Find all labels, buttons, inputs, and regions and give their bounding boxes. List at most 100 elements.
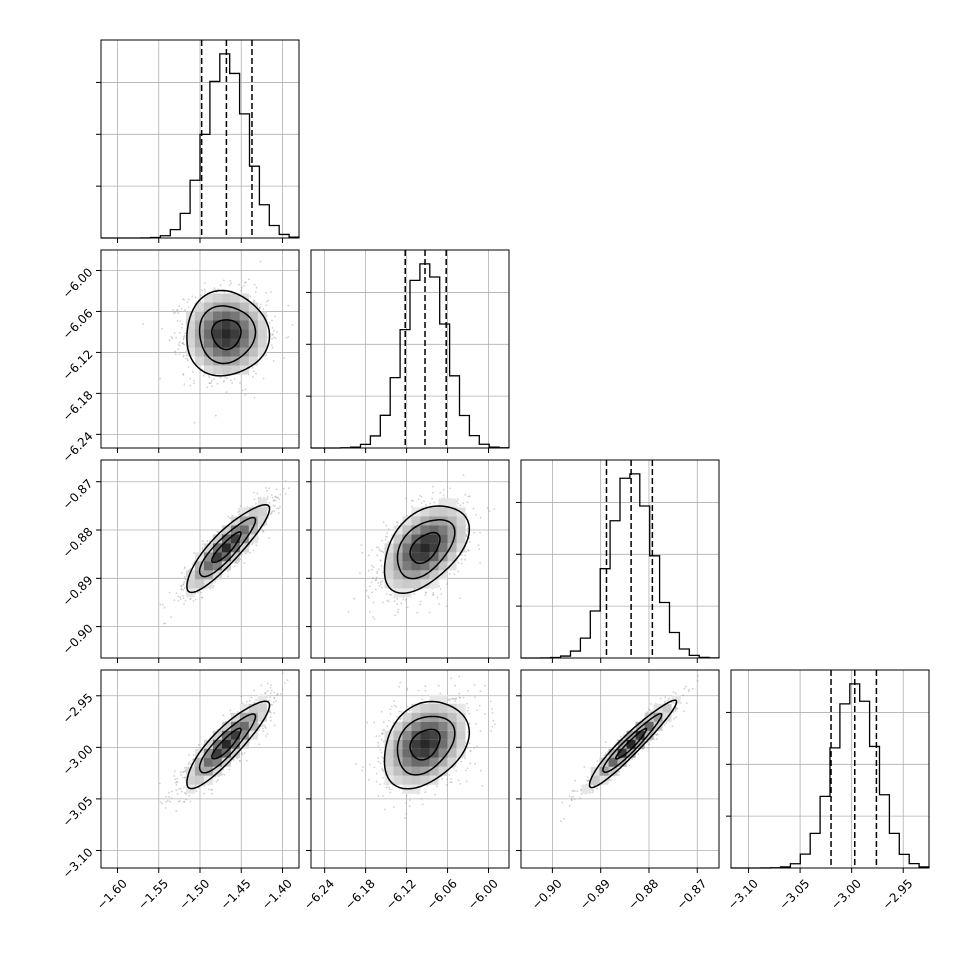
- sample-point: [216, 530, 219, 533]
- density-cell: [429, 507, 439, 517]
- sample-point: [425, 504, 427, 506]
- sample-point: [243, 562, 246, 565]
- sample-point: [193, 421, 196, 424]
- sample-point: [367, 569, 370, 572]
- sample-point: [406, 606, 409, 609]
- sample-point: [277, 512, 280, 514]
- sample-point: [360, 544, 363, 546]
- sample-point: [230, 282, 233, 284]
- panel-frame: [310, 249, 510, 449]
- sample-point: [227, 515, 230, 518]
- sample-point: [372, 566, 375, 568]
- sample-point: [402, 598, 405, 601]
- sample-point: [268, 501, 271, 504]
- sample-point: [486, 507, 489, 510]
- sample-point: [189, 377, 191, 380]
- sample-point: [268, 537, 271, 539]
- density-cell: [456, 516, 466, 526]
- sample-point: [457, 561, 460, 564]
- sample-point: [266, 733, 269, 736]
- sample-point: [234, 561, 237, 564]
- sample-point: [425, 591, 427, 594]
- sample-point: [227, 575, 230, 578]
- sample-point: [175, 336, 178, 339]
- sample-point: [159, 603, 162, 606]
- sample-point: [249, 551, 251, 554]
- sample-point: [192, 600, 195, 602]
- density-cell: [257, 320, 267, 330]
- density-cell: [212, 311, 222, 321]
- sample-point: [432, 491, 434, 494]
- sample-point: [253, 396, 256, 399]
- sample-point: [245, 700, 248, 703]
- sample-point: [370, 581, 373, 584]
- sample-point: [252, 370, 255, 373]
- sample-point: [168, 591, 171, 594]
- sample-point: [475, 513, 477, 516]
- sample-point: [376, 554, 379, 557]
- sample-point: [384, 538, 387, 541]
- density-cell: [203, 356, 213, 366]
- sample-point: [183, 786, 186, 788]
- sample-point: [223, 291, 226, 293]
- sample-point: [208, 382, 211, 385]
- sample-point: [371, 549, 373, 551]
- density-cell: [212, 347, 222, 357]
- sample-point: [236, 562, 239, 565]
- sample-point: [267, 299, 270, 302]
- sample-point: [208, 376, 211, 379]
- histogram-panel-p2: [516, 459, 720, 663]
- sample-point: [177, 343, 180, 345]
- sample-point: [202, 540, 204, 543]
- density-cell: [221, 329, 231, 339]
- sample-point: [173, 312, 175, 315]
- sample-point: [373, 618, 376, 620]
- sample-point: [273, 329, 275, 332]
- density-cell: [230, 347, 240, 357]
- sample-point: [254, 291, 257, 293]
- sample-point: [396, 597, 399, 600]
- histogram-panel-p1: [306, 249, 510, 453]
- sample-point: [274, 315, 276, 318]
- sample-point: [182, 597, 185, 599]
- sample-point: [228, 768, 231, 771]
- sample-point: [270, 344, 273, 346]
- sample-point: [271, 338, 273, 340]
- density-cell: [221, 320, 231, 330]
- sample-point: [266, 300, 268, 303]
- sample-point: [237, 508, 240, 510]
- sample-point: [177, 600, 180, 602]
- sample-point: [462, 502, 465, 504]
- density-cell: [203, 320, 213, 330]
- sample-point: [243, 285, 245, 287]
- sample-point: [142, 323, 145, 325]
- sample-point: [438, 603, 441, 605]
- sample-point: [206, 386, 209, 389]
- density-cell: [248, 329, 258, 339]
- sample-point: [173, 599, 176, 602]
- sample-point: [488, 510, 491, 512]
- sample-point: [439, 588, 442, 590]
- sample-point: [274, 337, 277, 339]
- sample-point: [375, 576, 378, 579]
- sample-point: [276, 507, 278, 510]
- sample-point: [457, 502, 459, 505]
- sample-point: [464, 558, 466, 561]
- sample-point: [419, 600, 422, 603]
- sample-point: [253, 498, 256, 500]
- sample-point: [467, 549, 469, 551]
- density-cell: [411, 579, 421, 589]
- sample-point: [210, 382, 212, 384]
- sample-point: [240, 286, 243, 289]
- sample-point: [272, 336, 275, 339]
- sample-point: [188, 298, 190, 301]
- sample-point: [164, 807, 167, 809]
- sample-point: [278, 498, 281, 500]
- sample-point: [347, 610, 350, 613]
- sample-point: [187, 306, 190, 308]
- sample-point: [411, 500, 414, 502]
- sample-point: [420, 496, 423, 498]
- sample-point: [163, 606, 166, 609]
- sample-point: [182, 373, 185, 376]
- sample-point: [177, 348, 180, 350]
